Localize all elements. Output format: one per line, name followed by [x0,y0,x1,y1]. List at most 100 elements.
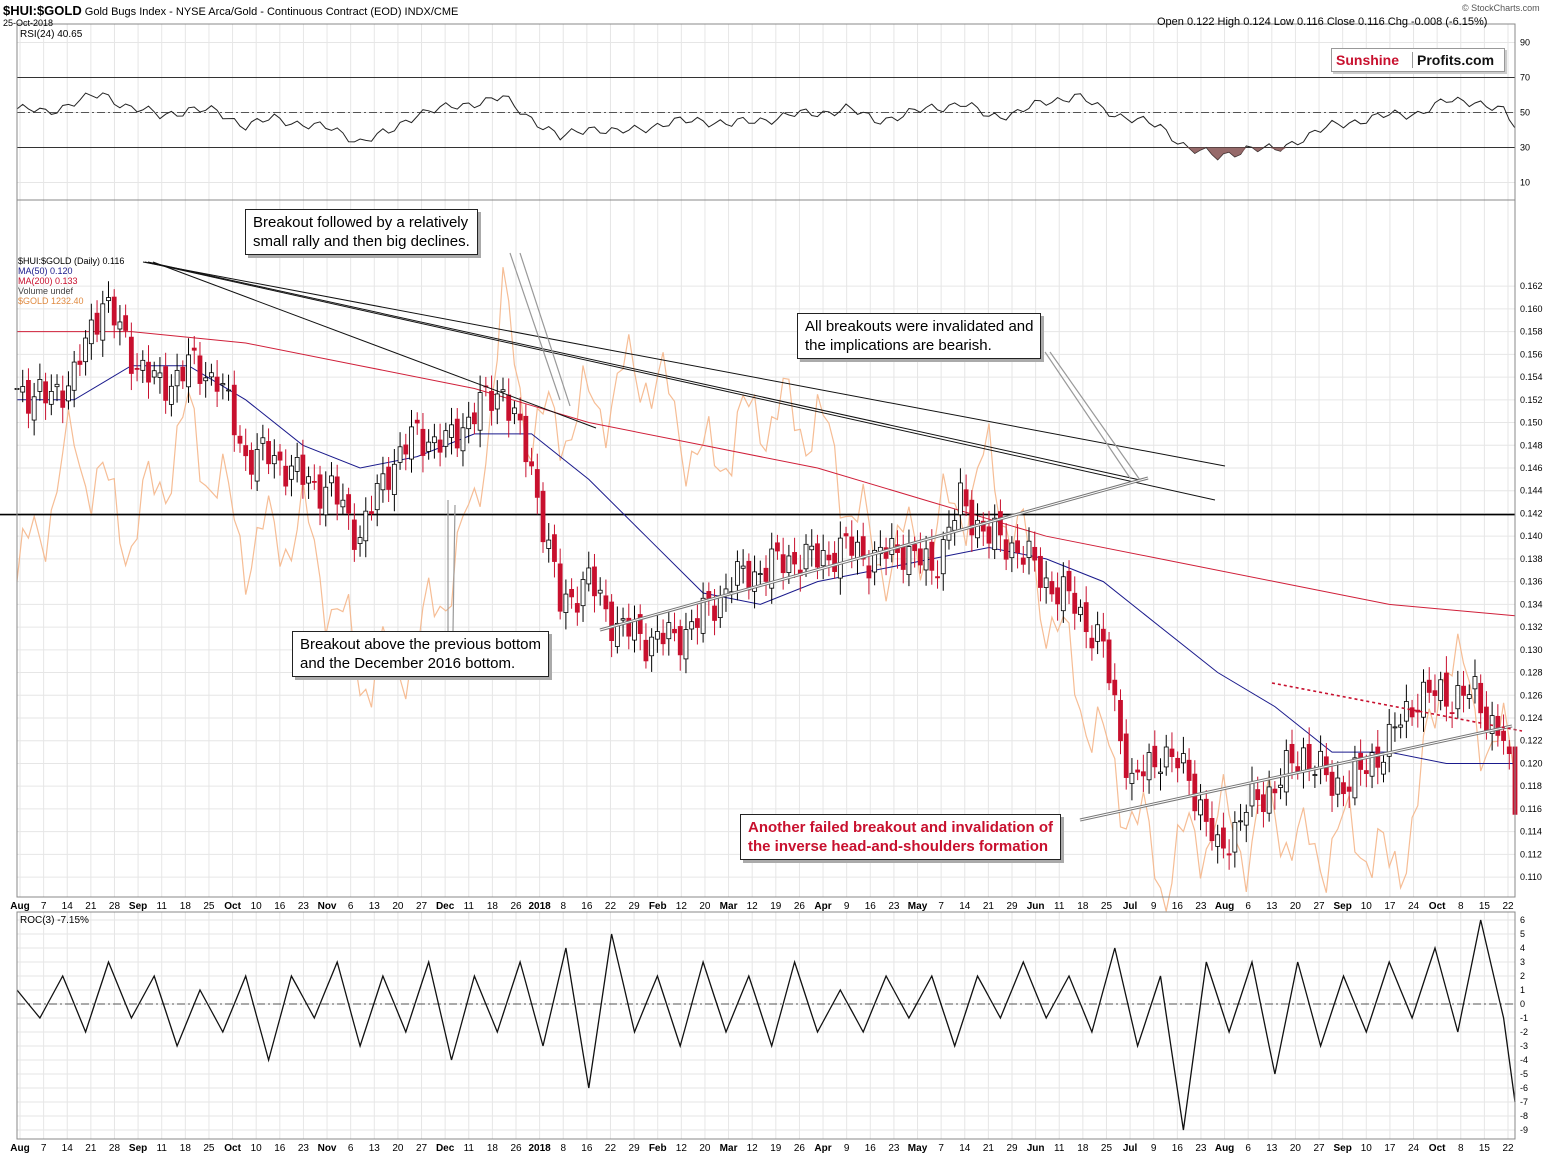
candle-body [1026,540,1032,558]
x-tick-label: 23 [1195,901,1207,912]
candle-body [203,377,209,382]
x-tick-label: 23 [298,1143,310,1154]
x-tick-label: May [908,1143,928,1154]
candle-body [1301,747,1306,773]
x-tick-label: 20 [1290,901,1302,912]
candle-body [1318,750,1324,769]
candle-body [1455,685,1461,710]
annotation-previous-bottom: Breakout above the previous bottom and t… [292,631,549,677]
candle-body [151,370,157,378]
candle-body [900,545,906,570]
candle-body [998,511,1003,536]
sunshine-profits-logo: Sunshine Profits.com [1331,48,1505,72]
y-tick-label: 30 [1520,143,1530,153]
x-tick-label: 6 [1245,901,1251,912]
x-tick-label: 26 [794,901,806,912]
candle-body [454,418,460,449]
legend-ma200: MA(200) 0.133 [18,276,78,286]
candle-body [546,539,552,549]
x-tick-label: 24 [1408,901,1420,912]
annotation-line: Breakout followed by a relatively [253,214,469,231]
y-tick-label: 0.150 [1520,418,1543,428]
candle-body [1003,539,1009,560]
candle-body [443,430,449,447]
x-tick-label: Jun [1027,1143,1045,1154]
x-tick-label: 6 [1245,1143,1251,1154]
annotation-line: the implications are bearish. [805,337,992,354]
candle-body [1255,789,1261,801]
candle-body [220,383,226,386]
y-tick-label: 0.116 [1520,804,1542,814]
candle-body [1140,771,1146,777]
candle-body [1266,786,1272,814]
candle-body [1175,757,1181,769]
candle-body [226,389,231,392]
candle-body [603,595,609,610]
legend-main: $HUI:$GOLD (Daily) 0.116 [18,256,125,266]
candle-body [1484,706,1489,732]
candle-body [363,510,369,542]
candle-body [609,601,615,642]
x-tick-label: 6 [348,901,354,912]
grid-lines [17,24,1515,1139]
x-tick-label: Oct [224,901,241,912]
candle-body [426,441,432,452]
candle-body [866,565,872,579]
candle-body [803,543,809,570]
x-tick-label: 9 [844,901,850,912]
y-tick-label: -1 [1520,1013,1528,1023]
x-tick-label: 16 [1172,1143,1184,1154]
candle-body [1375,746,1381,768]
candle-body [849,536,855,556]
y-tick-label: 0.158 [1520,327,1543,337]
x-tick-label: Dec [436,901,455,912]
candle-body [71,361,77,391]
y-tick-label: 0.152 [1520,395,1543,405]
x-tick-label: 22 [1502,1143,1514,1154]
candle-body [763,567,769,582]
candle-body [660,632,666,645]
y-tick-label: 50 [1520,108,1530,118]
candle-body [786,555,792,573]
candle-body [1335,777,1341,795]
candle-body [1289,743,1295,764]
x-tick-label: 29 [1006,1143,1018,1154]
candle-body [106,297,111,302]
candle-body [283,465,289,487]
candle-body [449,424,454,438]
y-tick-label: 6 [1520,915,1525,925]
candle-body [1089,637,1095,649]
chart-date: 25-Oct-2018 [3,18,54,28]
candle-body [1203,798,1209,822]
x-tick-label: 18 [487,1143,499,1154]
candle-body [683,629,689,660]
x-tick-label: 23 [1195,1143,1207,1154]
candle-body [969,499,975,536]
candle-body [420,428,426,456]
candle-body [128,336,134,374]
candle-body [48,391,54,405]
x-tick-label: 10 [1361,901,1373,912]
candle-body [1443,672,1449,707]
candle-body [935,576,940,579]
x-tick-label: 25 [203,1143,215,1154]
x-tick-label: 8 [560,1143,566,1154]
x-tick-label: Aug [1215,1143,1234,1154]
candle-body [237,435,243,444]
candle-body [1078,606,1083,616]
candle-body [1501,730,1506,741]
x-tick-label: 17 [1384,1143,1396,1154]
candle-body [1163,746,1169,768]
x-tick-label: 16 [865,1143,877,1154]
candle-body [923,548,929,571]
x-tick-label: 11 [157,1143,168,1154]
candle-body [1438,679,1444,701]
x-tick-label: 10 [1361,1143,1373,1154]
y-tick-label: -7 [1520,1097,1528,1107]
x-tick-label: 13 [369,901,381,912]
y-tick-label: 3 [1520,957,1525,967]
candle-body [380,473,386,491]
x-tick-label: Feb [649,901,667,912]
candle-body [1283,750,1289,793]
candle-body [1363,770,1369,774]
